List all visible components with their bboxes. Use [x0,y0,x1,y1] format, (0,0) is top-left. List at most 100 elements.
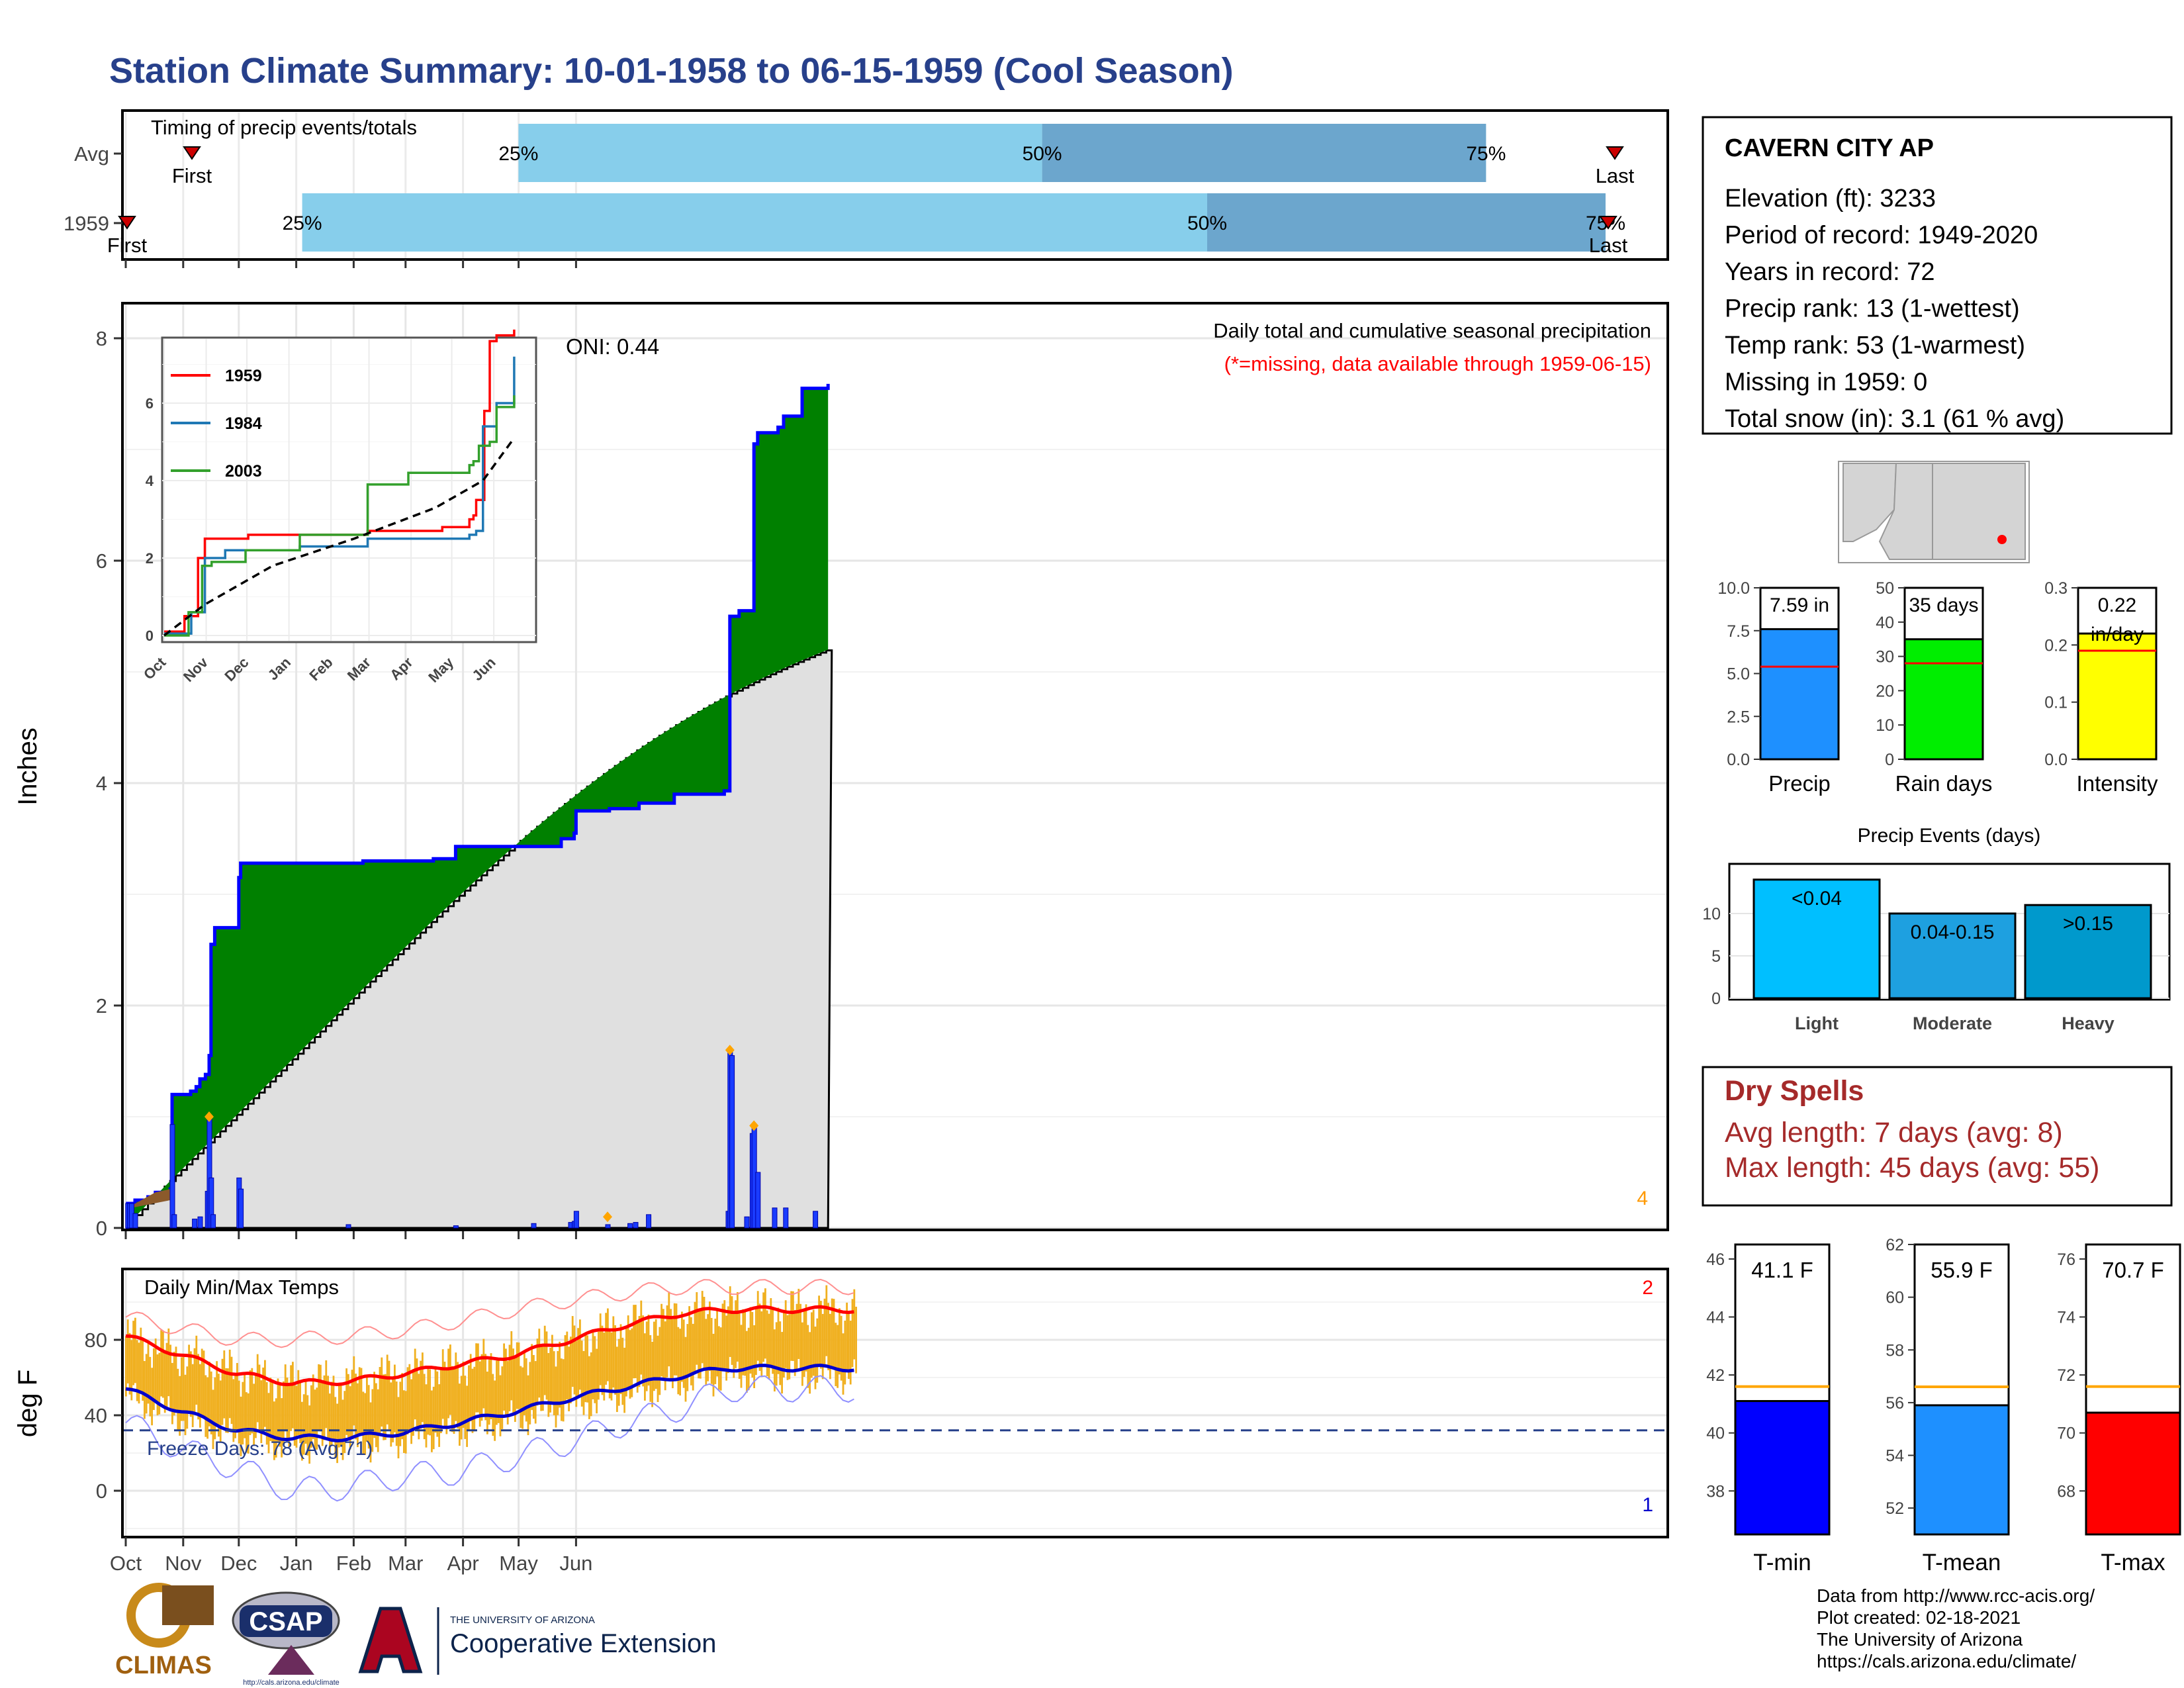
daily-precip-bar [169,1124,175,1229]
daily-temp-bar [264,1360,266,1427]
daily-temp-bar [438,1384,440,1447]
daily-temp-bar [790,1291,792,1361]
daily-temp-bar [573,1325,576,1395]
daily-temp-bar [796,1303,798,1372]
daily-temp-bar [383,1374,385,1440]
credit-line: Data from http://www.rcc-acis.org/ [1817,1585,2095,1606]
daily-temp-bar [462,1361,465,1429]
precip-ytick-label: 8 [96,327,107,350]
daily-temp-bar [191,1364,194,1427]
daily-temp-bar [580,1340,583,1407]
daily-precip-bar [755,1172,761,1229]
daily-temp-bar [659,1327,661,1395]
daily-temp-bar [360,1368,363,1435]
daily-temp-bar [586,1335,588,1403]
daily-temp-bar [692,1323,694,1391]
temp-summary-value [1913,1404,2010,1536]
daily-temp-bar [542,1345,544,1411]
daily-temp-bar [459,1383,461,1446]
timing-q50-label: 50% [1023,143,1062,165]
station-detail-line: Missing in 1959: 0 [1725,369,1927,397]
daily-temp-bar [230,1356,233,1425]
inset-series-line [164,356,516,635]
daily-temp-bar [673,1303,676,1376]
mini-bar-tick-label: 0 [1885,751,1894,769]
daily-temp-bar [837,1325,839,1388]
daily-temp-bar [812,1309,815,1376]
precip-extreme-marker [603,1211,612,1223]
daily-temp-bar [403,1390,405,1453]
daily-temp-bar [440,1367,442,1434]
temp-xtick-label: Dec [220,1552,257,1575]
daily-temp-bar [497,1358,500,1423]
daily-temp-bar [607,1308,609,1382]
daily-precip-bar [238,1188,244,1229]
temp-summary-tick-label: 52 [1886,1499,1904,1518]
daily-temp-bar [731,1296,733,1365]
daily-temp-bar [636,1323,639,1393]
mini-bar-tick-label: 0.3 [2044,579,2068,598]
daily-temp-bar [343,1391,346,1454]
precip-corner-count: 4 [1637,1188,1648,1209]
ua-logo: THE UNIVERSITY OF ARIZONA Cooperative Ex… [358,1607,716,1675]
first-event-label: First [107,234,148,257]
daily-temp-bar [469,1354,472,1422]
daily-temp-bar [660,1303,662,1377]
temp-xtick-label: Mar [388,1552,423,1575]
daily-temp-bar [668,1291,670,1367]
temp-summary-tick-label: 70 [2057,1425,2075,1443]
daily-temp-bar [568,1346,570,1411]
daily-temp-bar [466,1385,468,1447]
credit-line: https://cals.arizona.edu/climate/ [1817,1651,2076,1671]
timing-row-label: Avg [74,142,109,165]
daily-temp-bar [232,1379,235,1442]
daily-temp-bar [355,1374,357,1440]
inset-ytick-label: 6 [146,395,154,412]
daily-temp-bar [397,1397,400,1459]
daily-temp-bar [286,1378,289,1441]
daily-temp-bar [404,1391,407,1454]
station-detail-line: Total snow (in): 3.1 (61 % avg) [1725,405,2064,433]
daily-temp-bar [821,1313,824,1380]
daily-temp-bar [163,1350,166,1413]
daily-temp-bar [716,1309,718,1377]
last-event-label: Last [1589,234,1628,257]
mini-bar-tick-label: 5.0 [1727,665,1750,684]
daily-temp-bar [686,1324,689,1391]
daily-temp-bar [494,1380,496,1441]
ua-line2: Cooperative Extension [450,1629,716,1658]
daily-temp-bar [310,1385,312,1448]
record-max-line [125,1278,854,1348]
credits-block: Data from http://www.rcc-acis.org/Plot c… [1817,1585,2095,1671]
daily-temp-bar [601,1325,604,1395]
timing-q50-q75-bar [1207,193,1606,252]
events-category-label: Light [1795,1013,1839,1033]
daily-temp-bar [764,1288,766,1359]
daily-temp-bar [225,1368,227,1433]
daily-temp-bar [385,1374,387,1440]
daily-temp-bar [492,1374,494,1436]
daily-temp-bar [766,1310,768,1377]
daily-temp-bar [420,1360,422,1429]
daily-temp-bar [219,1380,222,1442]
daily-temp-bar [727,1306,729,1374]
daily-temp-bar [242,1382,244,1445]
temp-summary-tick-label: 74 [2057,1309,2075,1327]
daily-temp-bar [553,1351,555,1415]
daily-temp-bar [392,1377,394,1442]
daily-temp-bar [293,1383,296,1446]
daily-temp-bar [484,1354,486,1421]
daily-temp-bar [835,1323,837,1387]
ua-a-mark [358,1607,423,1673]
timing-q25-q50-bar [518,124,1042,182]
daily-temp-bar [635,1305,637,1378]
daily-temp-bar [366,1376,368,1442]
daily-temp-bar [306,1395,309,1456]
daily-temp-bar [486,1372,488,1434]
daily-temp-bar [534,1361,537,1424]
daily-temp-bar [855,1307,857,1374]
daily-precip-bar [729,1055,735,1229]
mini-bar-value-label: 0.22 [2098,594,2136,616]
daily-temp-bar [684,1336,687,1402]
